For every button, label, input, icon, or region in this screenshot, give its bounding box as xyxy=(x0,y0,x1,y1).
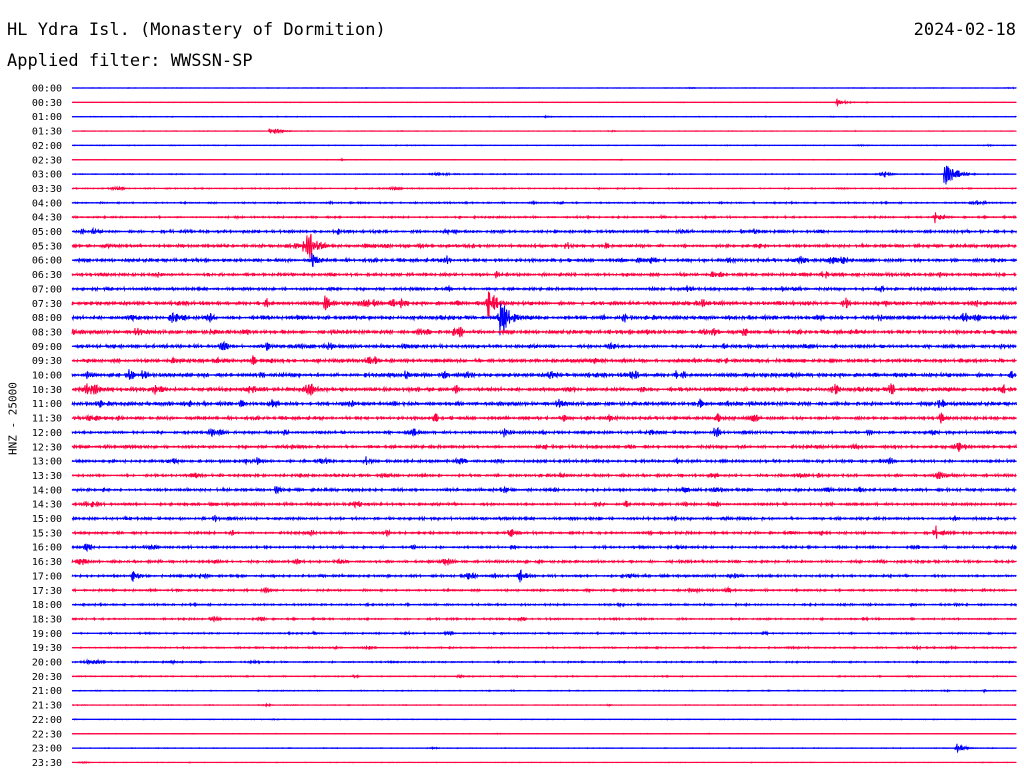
row-time-label: 05:00 xyxy=(32,227,62,238)
tick-label-group: 00:00 00:30 01:00 01:30 02:00 02:30 03:00 03:30… xyxy=(32,84,62,769)
row-time-label: 22:30 xyxy=(32,729,62,740)
row-time-label: 15:30 xyxy=(32,528,62,539)
row-time-label: 16:00 xyxy=(32,543,62,554)
row-time-label: 18:00 xyxy=(32,600,62,611)
row-time-label: 08:00 xyxy=(32,313,62,324)
row-time-label: 20:30 xyxy=(32,672,62,683)
row-time-label: 23:30 xyxy=(32,758,62,769)
row-time-label: 00:00 xyxy=(32,84,62,95)
row-time-label: 10:30 xyxy=(32,385,62,396)
filter-label: Applied filter: WWSSN-SP xyxy=(7,51,253,71)
row-time-label: 20:00 xyxy=(32,658,62,669)
row-time-label: 12:30 xyxy=(32,442,62,453)
row-time-label: 13:00 xyxy=(32,457,62,468)
trace-line xyxy=(71,303,1017,336)
row-time-label: 18:30 xyxy=(32,614,62,625)
row-time-label: 06:00 xyxy=(32,256,62,267)
row-time-label: 19:30 xyxy=(32,643,62,654)
row-time-label: 01:30 xyxy=(32,127,62,138)
row-time-label: 15:00 xyxy=(32,514,62,525)
row-time-label: 02:00 xyxy=(32,141,62,152)
row-time-label: 11:00 xyxy=(32,399,62,410)
row-time-label: 07:30 xyxy=(32,299,62,310)
trace-line xyxy=(71,525,1017,539)
row-time-label: 16:30 xyxy=(32,557,62,568)
row-time-label: 21:00 xyxy=(32,686,62,697)
row-time-label: 21:30 xyxy=(32,701,62,712)
row-time-label: 14:00 xyxy=(32,485,62,496)
row-time-label: 03:30 xyxy=(32,184,62,195)
row-time-label: 17:00 xyxy=(32,571,62,582)
row-time-label: 04:00 xyxy=(32,198,62,209)
row-time-label: 09:30 xyxy=(32,356,62,367)
row-time-label: 07:00 xyxy=(32,284,62,295)
row-time-label: 04:30 xyxy=(32,213,62,224)
row-time-label: 09:00 xyxy=(32,342,62,353)
station-title: HL Ydra Isl. (Monastery of Dormition) xyxy=(7,20,386,40)
date-label: 2024-02-18 xyxy=(913,20,1016,40)
row-time-label: 13:30 xyxy=(32,471,62,482)
row-time-label: 19:00 xyxy=(32,629,62,640)
row-time-label: 22:00 xyxy=(32,715,62,726)
row-time-label: 00:30 xyxy=(32,98,62,109)
trace-line xyxy=(71,212,1017,224)
row-time-label: 06:30 xyxy=(32,270,62,281)
row-time-label: 11:30 xyxy=(32,414,62,425)
trace-line xyxy=(71,165,1017,185)
row-time-label: 05:30 xyxy=(32,241,62,252)
row-time-label: 02:30 xyxy=(32,155,62,166)
row-time-label: 17:30 xyxy=(32,586,62,597)
row-time-label: 23:00 xyxy=(32,744,62,755)
row-time-label: 14:30 xyxy=(32,500,62,511)
row-time-label: 10:00 xyxy=(32,371,62,382)
row-time-label: 01:00 xyxy=(32,112,62,123)
trace-line xyxy=(71,291,1017,318)
trace-group xyxy=(71,86,1017,765)
row-time-label: 03:00 xyxy=(32,170,62,181)
row-time-label: 08:30 xyxy=(32,327,62,338)
row-time-label: 12:00 xyxy=(32,428,62,439)
